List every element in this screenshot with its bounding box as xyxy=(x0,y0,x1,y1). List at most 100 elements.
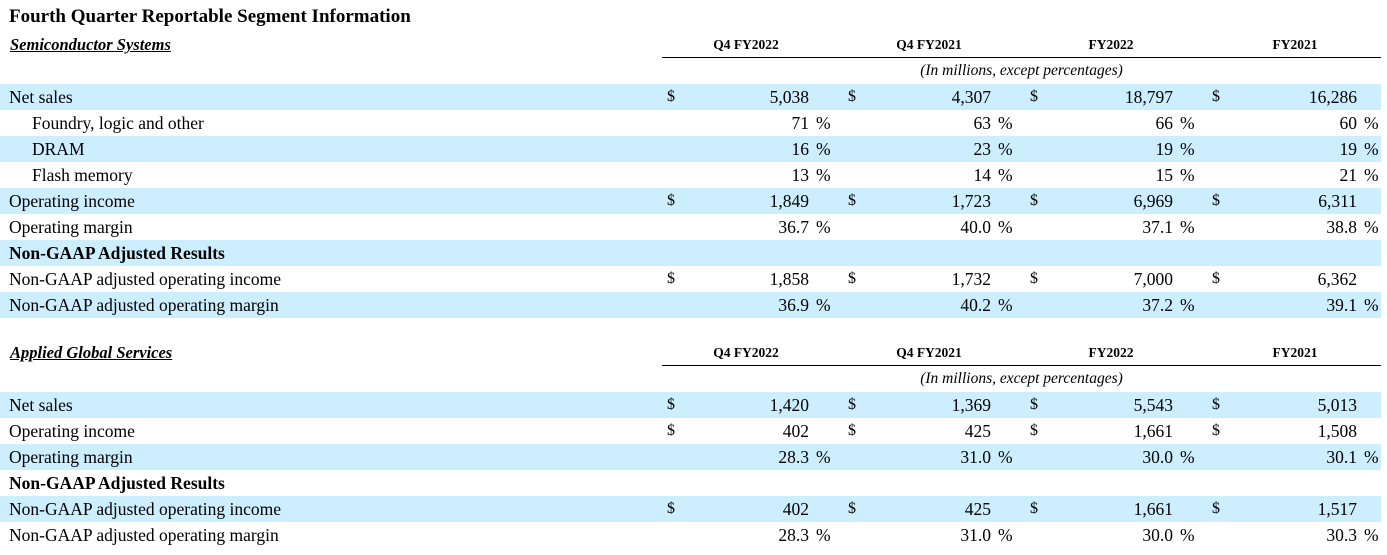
cell-value: 425 xyxy=(964,499,991,519)
cell-value: 37.2 xyxy=(1142,295,1173,315)
cell-value: 15 xyxy=(1155,165,1174,185)
row-label: Net sales xyxy=(9,395,73,415)
table-row: Non-GAAP adjusted operating income $1,858… xyxy=(0,266,1387,292)
row-shading xyxy=(0,392,1381,418)
cell-value: 1,369 xyxy=(951,395,991,415)
currency-symbol: $ xyxy=(1030,396,1038,413)
table-row: Operating income $1,849 $1,723 $6,969 $6,311 xyxy=(0,188,1387,214)
currency-symbol: $ xyxy=(1030,88,1038,105)
percent-symbol: % xyxy=(998,113,1013,133)
cell-value: 1,858 xyxy=(769,269,809,289)
currency-symbol: $ xyxy=(1030,500,1038,517)
section-header-row: Semiconductor Systems Q4 FY2022 Q4 FY2021 F… xyxy=(0,32,1387,58)
table-row: Non-GAAP Adjusted Results xyxy=(0,470,1387,496)
row-shading xyxy=(0,444,1381,470)
cell-value: 14 xyxy=(973,165,992,185)
row-shading xyxy=(0,496,1381,522)
row-label: DRAM xyxy=(32,139,85,159)
currency-symbol: $ xyxy=(1212,192,1220,209)
column-header: Q4 FY2022 xyxy=(713,345,779,360)
cell-value: 7,000 xyxy=(1133,269,1173,289)
currency-symbol: $ xyxy=(1030,192,1038,209)
table-row: Non-GAAP adjusted operating margin 28.3% 3… xyxy=(0,522,1387,548)
segment-title: Semiconductor Systems xyxy=(10,35,171,54)
percent-symbol: % xyxy=(998,295,1013,315)
cell-value: 19 xyxy=(1155,139,1174,159)
percent-symbol: % xyxy=(1180,447,1195,467)
percent-symbol: % xyxy=(1364,139,1379,159)
cell-value: 18,797 xyxy=(1124,87,1173,107)
table-row: Operating margin 36.7% 40.0% 37.1% 38.8% xyxy=(0,214,1387,240)
cell-value: 28.3 xyxy=(778,447,809,467)
cell-value: 38.8 xyxy=(1326,217,1357,237)
cell-value: 6,362 xyxy=(1317,269,1357,289)
cell-value: 1,849 xyxy=(769,191,809,211)
cell-value: 16 xyxy=(791,139,810,159)
cell-value: 5,543 xyxy=(1133,395,1173,415)
units-note: (In millions, except percentages) xyxy=(920,62,1123,79)
header-divider xyxy=(662,365,1381,366)
table-row: Flash memory 13% 14% 15% 21% xyxy=(0,162,1387,188)
currency-symbol: $ xyxy=(667,422,675,439)
cell-value: 30.3 xyxy=(1326,525,1357,545)
row-label: Non-GAAP adjusted operating margin xyxy=(9,525,279,545)
table-row: DRAM 16% 23% 19% 19% xyxy=(0,136,1387,162)
percent-symbol: % xyxy=(1180,165,1195,185)
table-row: Non-GAAP Adjusted Results xyxy=(0,240,1387,266)
segment-title: Applied Global Services xyxy=(10,343,173,362)
currency-symbol: $ xyxy=(667,88,675,105)
row-label: Net sales xyxy=(9,87,73,107)
row-label: Non-GAAP adjusted operating income xyxy=(9,499,282,519)
column-header: Q4 FY2021 xyxy=(896,37,962,52)
cell-value: 60 xyxy=(1339,113,1358,133)
percent-symbol: % xyxy=(816,113,831,133)
currency-symbol: $ xyxy=(848,500,856,517)
cell-value: 40.2 xyxy=(960,295,991,315)
percent-symbol: % xyxy=(816,295,831,315)
table-row: Non-GAAP adjusted operating margin 36.9% 4… xyxy=(0,292,1387,318)
cell-value: 5,013 xyxy=(1317,395,1357,415)
cell-value: 36.7 xyxy=(778,217,809,237)
column-header: FY2022 xyxy=(1088,345,1134,360)
percent-symbol: % xyxy=(1364,447,1379,467)
percent-symbol: % xyxy=(998,217,1013,237)
percent-symbol: % xyxy=(1364,525,1379,545)
currency-symbol: $ xyxy=(1212,270,1220,287)
table-body: Net sales $5,038 $4,307 $18,797 $16,286 Found… xyxy=(0,84,1387,318)
row-shading xyxy=(0,292,1381,318)
row-label: Non-GAAP adjusted operating income xyxy=(9,269,282,289)
cell-value: 30.0 xyxy=(1142,447,1173,467)
units-note: (In millions, except percentages) xyxy=(920,370,1123,387)
percent-symbol: % xyxy=(1364,217,1379,237)
percent-symbol: % xyxy=(998,447,1013,467)
cell-value: 5,038 xyxy=(769,87,809,107)
row-label: Flash memory xyxy=(32,165,133,185)
cell-value: 21 xyxy=(1339,165,1358,185)
row-shading xyxy=(0,84,1381,110)
cell-value: 30.0 xyxy=(1142,525,1173,545)
cell-value: 31.0 xyxy=(960,525,991,545)
table-row: Operating income $402 $425 $1,661 $1,508 xyxy=(0,418,1387,444)
cell-value: 1,517 xyxy=(1317,499,1357,519)
percent-symbol: % xyxy=(998,139,1013,159)
percent-symbol: % xyxy=(816,165,831,185)
cell-value: 40.0 xyxy=(960,217,991,237)
cell-value: 28.3 xyxy=(778,525,809,545)
row-shading xyxy=(0,240,1381,266)
row-label: Foundry, logic and other xyxy=(32,113,204,133)
cell-value: 1,420 xyxy=(769,395,809,415)
cell-value: 36.9 xyxy=(778,295,809,315)
cell-value: 1,661 xyxy=(1133,421,1173,441)
currency-symbol: $ xyxy=(1212,422,1220,439)
percent-symbol: % xyxy=(1364,165,1379,185)
currency-symbol: $ xyxy=(667,500,675,517)
percent-symbol: % xyxy=(816,525,831,545)
currency-symbol: $ xyxy=(667,396,675,413)
cell-value: 31.0 xyxy=(960,447,991,467)
percent-symbol: % xyxy=(1180,525,1195,545)
percent-symbol: % xyxy=(1364,113,1379,133)
cell-value: 402 xyxy=(782,499,809,519)
currency-symbol: $ xyxy=(1212,396,1220,413)
percent-symbol: % xyxy=(1180,295,1195,315)
currency-symbol: $ xyxy=(1212,88,1220,105)
